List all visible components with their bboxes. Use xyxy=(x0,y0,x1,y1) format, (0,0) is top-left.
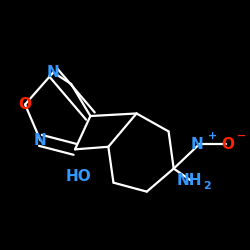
Text: O: O xyxy=(18,97,32,112)
Text: O: O xyxy=(221,137,234,152)
Text: −: − xyxy=(237,131,246,141)
Text: N: N xyxy=(47,65,60,80)
Text: N: N xyxy=(34,133,47,148)
Text: N: N xyxy=(190,137,203,152)
Text: 2: 2 xyxy=(203,181,211,191)
Text: NH: NH xyxy=(176,172,202,188)
Text: +: + xyxy=(208,131,217,141)
Text: HO: HO xyxy=(66,169,92,184)
